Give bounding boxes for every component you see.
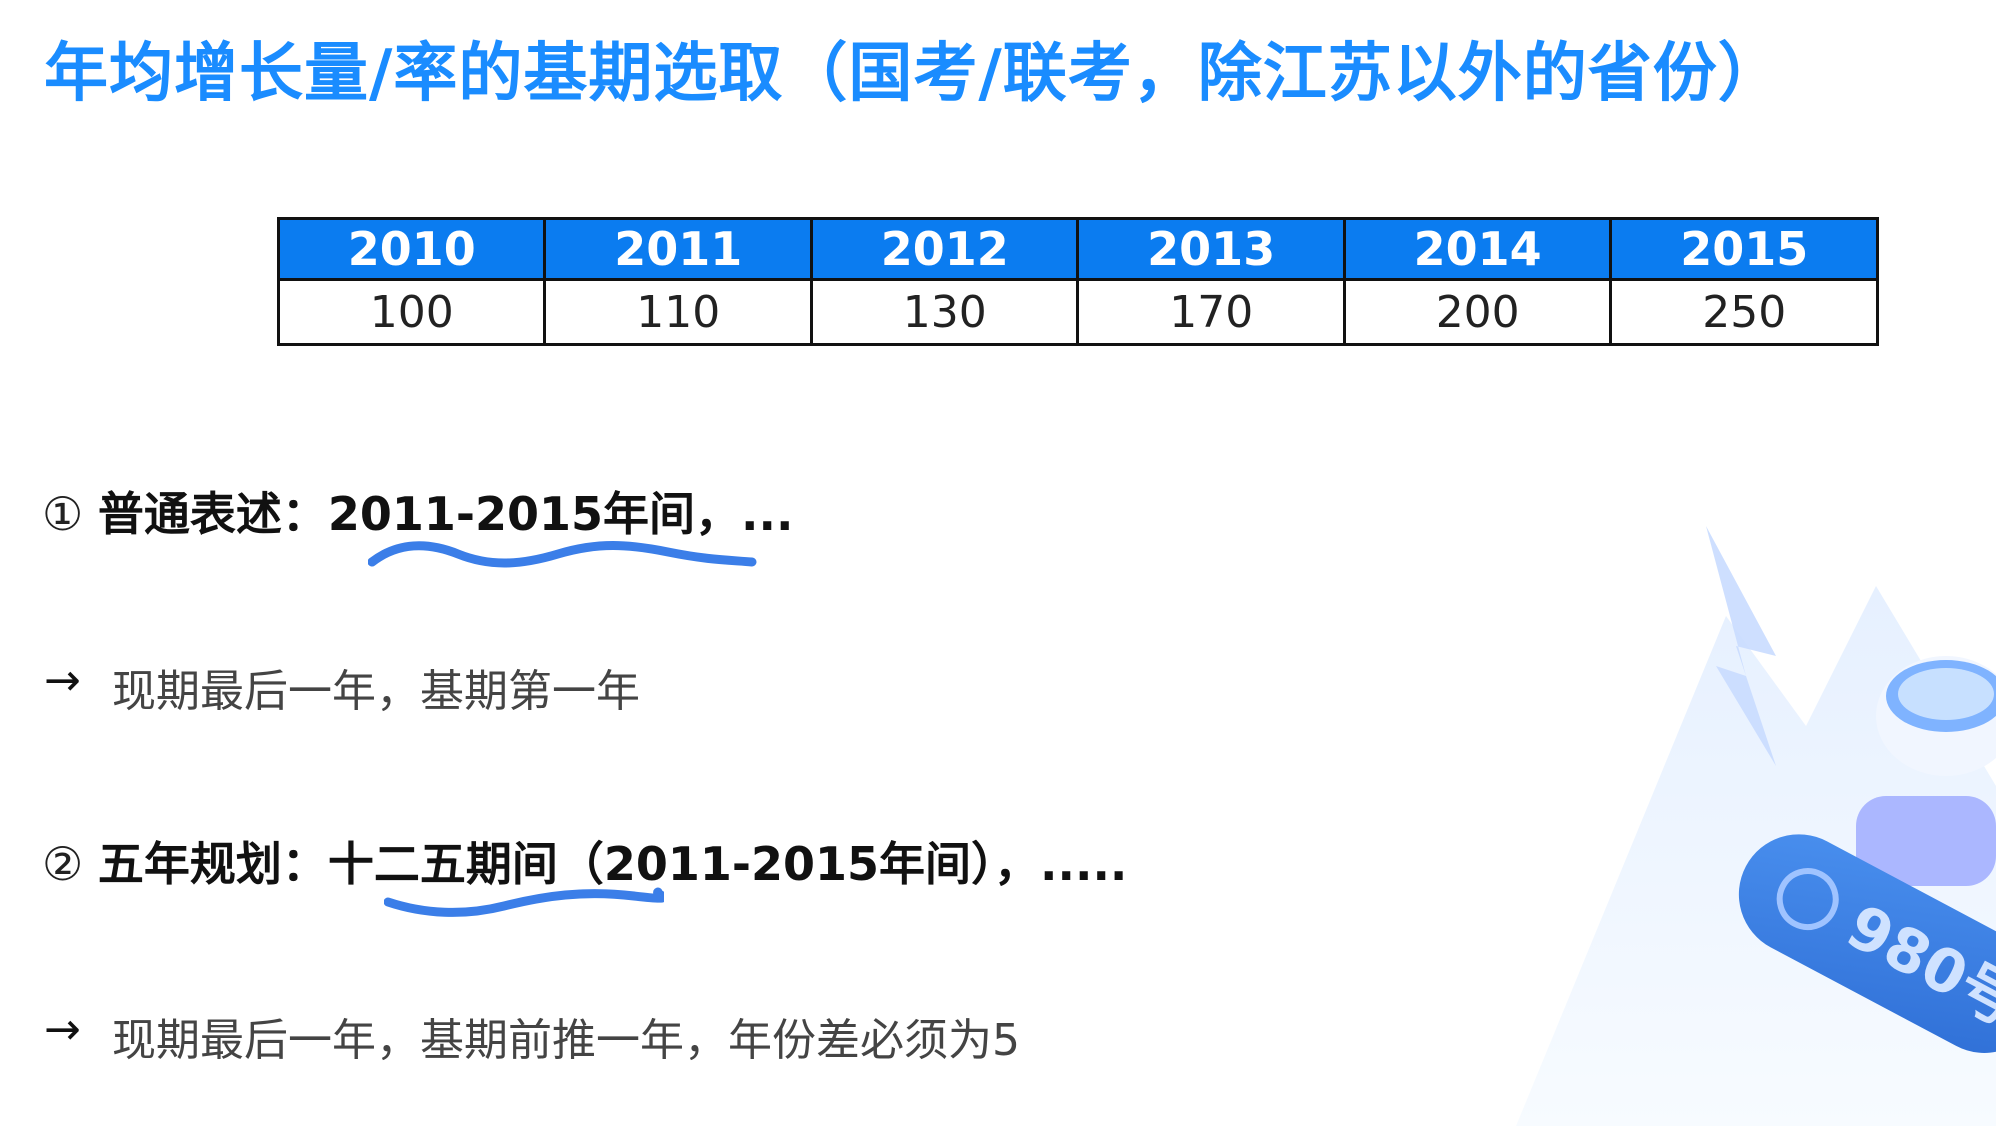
item-2-paren: （2011-2015年间） <box>557 837 995 891</box>
value-cell: 250 <box>1609 278 1879 346</box>
year-header: 2010 <box>276 217 547 281</box>
year-header: 2011 <box>543 217 813 281</box>
item-1-highlight: 2011-2015年间 <box>327 487 696 541</box>
item-1-line: ① 普通表述：2011-2015年间，... <box>42 478 793 544</box>
item-1-label: 普通表述： <box>97 487 328 541</box>
underline-squiggle-1 <box>368 541 757 568</box>
underline-squiggle-2 <box>384 887 664 917</box>
table-header-row: 2010 2011 2012 2013 2014 2015 <box>276 217 1879 281</box>
value-cell: 200 <box>1342 278 1613 346</box>
page-title: 年均增长量/率的基期选取（国考/联考，除江苏以外的省份） <box>44 37 1783 111</box>
item-1-tail: ，... <box>695 487 794 541</box>
value-cell: 170 <box>1076 278 1346 346</box>
arrow-icon: → <box>44 1004 81 1055</box>
data-table: 2010 2011 2012 2013 2014 2015 100 110 13… <box>276 217 1879 346</box>
item-1-marker: ① <box>42 487 84 541</box>
year-header: 2015 <box>1609 217 1879 281</box>
item-2-tail: ，..... <box>994 837 1128 891</box>
table-row: 100 110 130 170 200 250 <box>276 278 1879 346</box>
value-cell: 130 <box>809 278 1080 346</box>
item-2-label: 五年规划： <box>97 837 328 891</box>
year-header: 2013 <box>1076 217 1346 281</box>
item-2-line: ② 五年规划：十二五期间（2011-2015年间），..... <box>42 828 1127 894</box>
year-header: 2014 <box>1342 217 1613 281</box>
year-header: 2012 <box>809 217 1080 281</box>
item-2-marker: ② <box>42 837 84 891</box>
arrow-icon: → <box>44 655 81 706</box>
value-cell: 110 <box>543 278 813 346</box>
item-1-note: 现期最后一年，基期第一年 <box>112 666 640 717</box>
mascot-snowboard-icon: 980号 <box>1516 526 1996 1126</box>
item-2-highlight: 十二五期间 <box>327 837 558 891</box>
item-2-note: 现期最后一年，基期前推一年，年份差必须为5 <box>112 1015 1020 1066</box>
value-cell: 100 <box>276 278 547 346</box>
